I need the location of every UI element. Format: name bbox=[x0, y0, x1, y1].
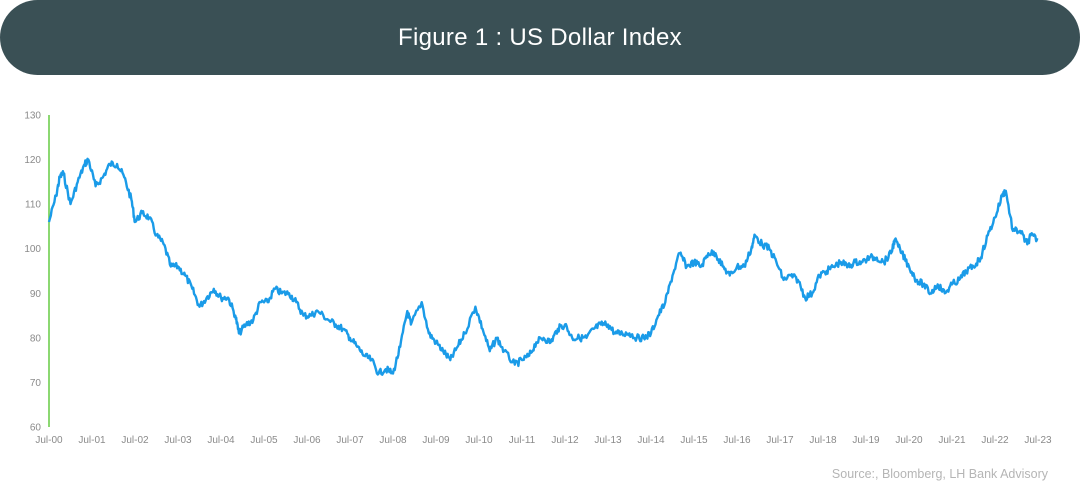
x-tick-label: Jul-23 bbox=[1024, 435, 1052, 446]
chart-title: Figure 1 : US Dollar Index bbox=[398, 23, 682, 51]
y-tick-label: 120 bbox=[24, 155, 41, 166]
x-tick-label: Jul-08 bbox=[379, 435, 407, 446]
x-tick-label: Jul-10 bbox=[465, 435, 493, 446]
y-tick-label: 90 bbox=[30, 289, 42, 300]
x-tick-label: Jul-14 bbox=[637, 435, 665, 446]
y-tick-label: 100 bbox=[24, 244, 41, 255]
x-axis-ticks: Jul-00 Jul-01 Jul-02 Jul-03 Jul-04 Jul-05 Jul-… bbox=[35, 435, 1052, 446]
series-line-usd-index bbox=[47, 157, 1039, 376]
x-tick-label: Jul-02 bbox=[121, 435, 149, 446]
x-tick-label: Jul-09 bbox=[422, 435, 450, 446]
y-tick-label: 60 bbox=[30, 423, 42, 434]
x-tick-label: Jul-17 bbox=[766, 435, 794, 446]
x-tick-label: Jul-19 bbox=[852, 435, 880, 446]
x-tick-label: Jul-06 bbox=[293, 435, 321, 446]
x-tick-label: Jul-20 bbox=[895, 435, 923, 446]
x-tick-label: Jul-12 bbox=[551, 435, 579, 446]
x-tick-label: Jul-07 bbox=[336, 435, 364, 446]
x-tick-label: Jul-18 bbox=[809, 435, 837, 446]
y-axis-ticks: 130 120 110 100 90 80 70 60 bbox=[24, 111, 41, 434]
y-tick-label: 70 bbox=[30, 378, 42, 389]
x-tick-label: Jul-03 bbox=[164, 435, 192, 446]
title-banner: Figure 1 : US Dollar Index bbox=[0, 0, 1080, 75]
x-tick-label: Jul-05 bbox=[250, 435, 278, 446]
x-tick-label: Jul-01 bbox=[78, 435, 106, 446]
x-tick-label: Jul-22 bbox=[981, 435, 1009, 446]
x-tick-label: Jul-21 bbox=[938, 435, 966, 446]
x-tick-label: Jul-00 bbox=[35, 435, 63, 446]
y-tick-label: 80 bbox=[30, 333, 42, 344]
x-tick-label: Jul-15 bbox=[680, 435, 708, 446]
x-tick-label: Jul-16 bbox=[723, 435, 751, 446]
y-tick-label: 130 bbox=[24, 111, 41, 122]
x-tick-label: Jul-11 bbox=[509, 435, 536, 446]
x-tick-label: Jul-04 bbox=[207, 435, 235, 446]
source-note: Source:, Bloomberg, LH Bank Advisory bbox=[831, 467, 1048, 481]
y-tick-label: 110 bbox=[25, 200, 41, 211]
x-tick-label: Jul-13 bbox=[594, 435, 622, 446]
